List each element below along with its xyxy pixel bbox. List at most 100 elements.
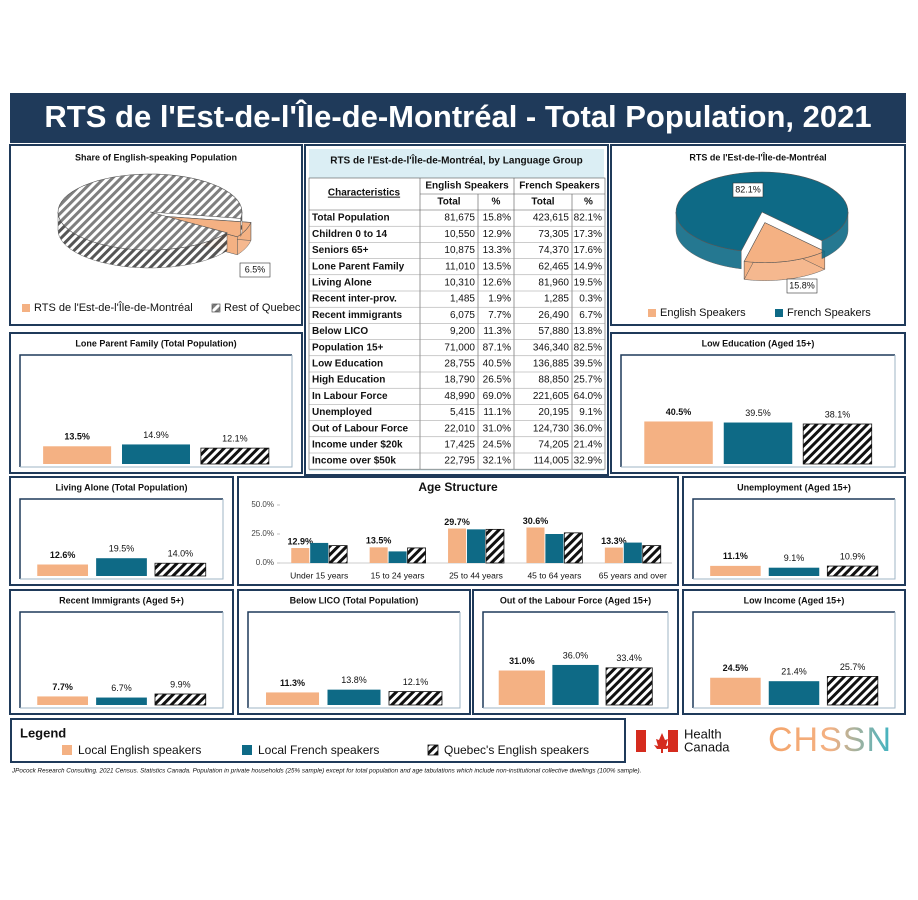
- chart-title: Living Alone (Total Population): [56, 482, 188, 492]
- row-label: High Education: [312, 375, 385, 386]
- maple-leaf: [654, 733, 670, 753]
- table-cell: 9,200: [450, 326, 475, 337]
- data-label: 40.5%: [666, 407, 692, 417]
- footnote: JPocock Research Consulting. 2021 Census…: [11, 768, 641, 775]
- pie-slice: [743, 222, 826, 263]
- bar: [526, 527, 545, 563]
- bar: [466, 529, 486, 563]
- legend-panel: [10, 718, 626, 763]
- chart-title: Age Structure: [418, 480, 498, 494]
- table-cell: 19.5%: [574, 278, 602, 289]
- bar: [485, 528, 505, 564]
- table-cell: 12.9%: [483, 229, 511, 240]
- data-label: 13.5%: [64, 432, 90, 442]
- table-cell: 21.4%: [574, 440, 602, 451]
- data-label: 36.0%: [563, 650, 589, 660]
- bar: [710, 677, 761, 705]
- table-title: RTS de l'Est-de-l'Île-de-Montréal, by La…: [330, 154, 583, 167]
- table-cell: 11,010: [445, 261, 475, 272]
- bar: [605, 667, 653, 706]
- table-cell: 20,195: [538, 407, 569, 418]
- table-cell: 57,880: [538, 326, 569, 337]
- table-cell: 6,075: [450, 310, 475, 321]
- bar: [644, 421, 713, 464]
- plot-frame: [693, 499, 896, 580]
- plot-frame: [19, 354, 292, 467]
- table-cell: 22,795: [444, 456, 475, 467]
- data-label: 25.7%: [840, 662, 866, 672]
- table-cell: 81,675: [444, 213, 475, 224]
- table-cell: 32.9%: [574, 456, 602, 467]
- pie-slice: [675, 171, 849, 252]
- x-tick-label: Under 15 years: [290, 570, 348, 580]
- data-label: 82.1%: [735, 184, 761, 194]
- table-cell: 26,490: [538, 310, 569, 321]
- table-group: English Speakers: [425, 181, 509, 192]
- data-label: 6.5%: [245, 264, 266, 274]
- bar: [388, 691, 443, 706]
- x-tick-label: 65 years and over: [599, 570, 667, 580]
- chart-title: Out of the Labour Force (Aged 15+): [500, 595, 651, 605]
- data-label: 9.9%: [170, 679, 191, 689]
- chart-title: Share of English-speaking Population: [75, 152, 237, 162]
- table-cell: 17.6%: [574, 245, 602, 256]
- bar: [448, 528, 467, 563]
- x-tick-label: 25 to 44 years: [449, 570, 503, 580]
- table-cell: 423,615: [533, 213, 570, 224]
- table-cell: 24.5%: [483, 440, 511, 451]
- bar: [369, 547, 388, 563]
- legend-swatch: [775, 309, 783, 317]
- data-label: 11.3%: [280, 678, 305, 688]
- table-cell: 74,205: [538, 440, 569, 451]
- table-cell: 5,415: [450, 407, 475, 418]
- bar: [723, 422, 793, 464]
- data-label: 30.6%: [523, 516, 549, 526]
- bar: [327, 689, 381, 705]
- row-label: Below LICO: [312, 326, 368, 337]
- table-cell: 346,340: [533, 342, 570, 353]
- chssn-logo: CHSSN: [768, 721, 892, 759]
- table-cell: 73,305: [538, 229, 569, 240]
- table-cell: 18,790: [444, 375, 475, 386]
- x-tick-label: 45 to 64 years: [527, 570, 581, 580]
- bar: [43, 446, 112, 464]
- data-label: 38.1%: [825, 409, 851, 419]
- table-cell: 221,605: [533, 391, 570, 402]
- bar: [328, 545, 348, 564]
- row-label: Out of Labour Force: [312, 423, 409, 434]
- bar: [826, 565, 879, 577]
- table-subheader: Total: [437, 197, 460, 208]
- chart-title: Unemployment (Aged 15+): [737, 482, 851, 492]
- flag-bar: [636, 730, 646, 752]
- table-cell: 48,990: [444, 391, 475, 402]
- table-cell: 39.5%: [574, 359, 602, 370]
- table-cell: 13.5%: [483, 261, 511, 272]
- table-cell: 69.0%: [483, 391, 511, 402]
- bar: [200, 447, 270, 465]
- data-label-box: [786, 278, 818, 294]
- table-cell: 62,465: [538, 261, 569, 272]
- row-label: Income over $50k: [312, 456, 396, 467]
- data-label: 13.3%: [601, 536, 627, 546]
- bar: [552, 664, 599, 705]
- data-label: 12.1%: [222, 433, 248, 443]
- table-cell: 32.1%: [483, 456, 511, 467]
- bar: [154, 562, 207, 577]
- row-label: Income under $20k: [312, 440, 403, 451]
- table-cell: 71,000: [444, 342, 475, 353]
- table-cell: 40.5%: [483, 359, 511, 370]
- bar: [37, 564, 89, 576]
- plot-frame: [20, 355, 293, 468]
- table-cell: 0.3%: [579, 294, 602, 305]
- data-label: 31.0%: [509, 656, 535, 666]
- plot-frame: [20, 499, 224, 580]
- data-label: 29.7%: [444, 517, 470, 527]
- bar: [604, 547, 623, 563]
- bar: [826, 676, 879, 706]
- row-label: Living Alone: [312, 278, 372, 289]
- table-cell: 17,425: [444, 440, 475, 451]
- bar: [623, 542, 642, 563]
- plot-frame: [19, 498, 223, 579]
- bar: [407, 547, 426, 564]
